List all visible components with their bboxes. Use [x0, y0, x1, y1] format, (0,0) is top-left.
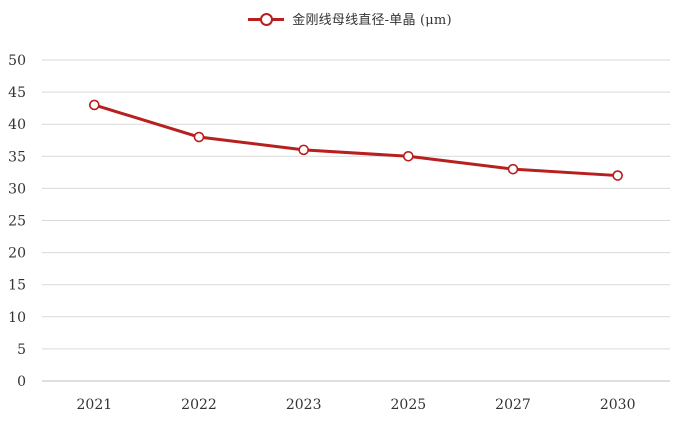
data-point: [89, 99, 100, 111]
data-point: [298, 144, 309, 156]
x-tick-label: 2030: [600, 397, 636, 413]
y-tick-label: 15: [8, 278, 26, 294]
y-tick-label: 0: [17, 374, 26, 390]
legend-label: 金刚线母线直径-单晶 (μm): [292, 13, 452, 28]
y-tick-label: 35: [8, 149, 26, 165]
x-tick-label: 2022: [181, 397, 217, 413]
y-tick-label: 25: [8, 214, 26, 230]
legend: 金刚线母线直径-单晶 (μm): [0, 9, 700, 28]
y-tick-label: 30: [8, 181, 26, 197]
y-tick-label: 5: [17, 342, 26, 358]
x-tick-label: 2025: [391, 397, 427, 413]
x-tick-label: 2021: [77, 397, 113, 413]
legend-marker-icon: [248, 11, 285, 27]
data-point: [612, 170, 623, 181]
y-tick-label: 10: [8, 310, 26, 326]
x-tick-label: 2023: [286, 397, 322, 413]
y-tick-label: 40: [8, 117, 26, 133]
y-tick-label: 50: [8, 53, 26, 69]
y-tick-label: 45: [8, 85, 26, 101]
x-tick-label: 2027: [495, 397, 531, 413]
data-point: [403, 151, 414, 162]
data-point: [507, 163, 519, 175]
series-line: [93, 103, 618, 178]
y-tick-label: 20: [8, 246, 26, 262]
data-point: [193, 131, 205, 143]
